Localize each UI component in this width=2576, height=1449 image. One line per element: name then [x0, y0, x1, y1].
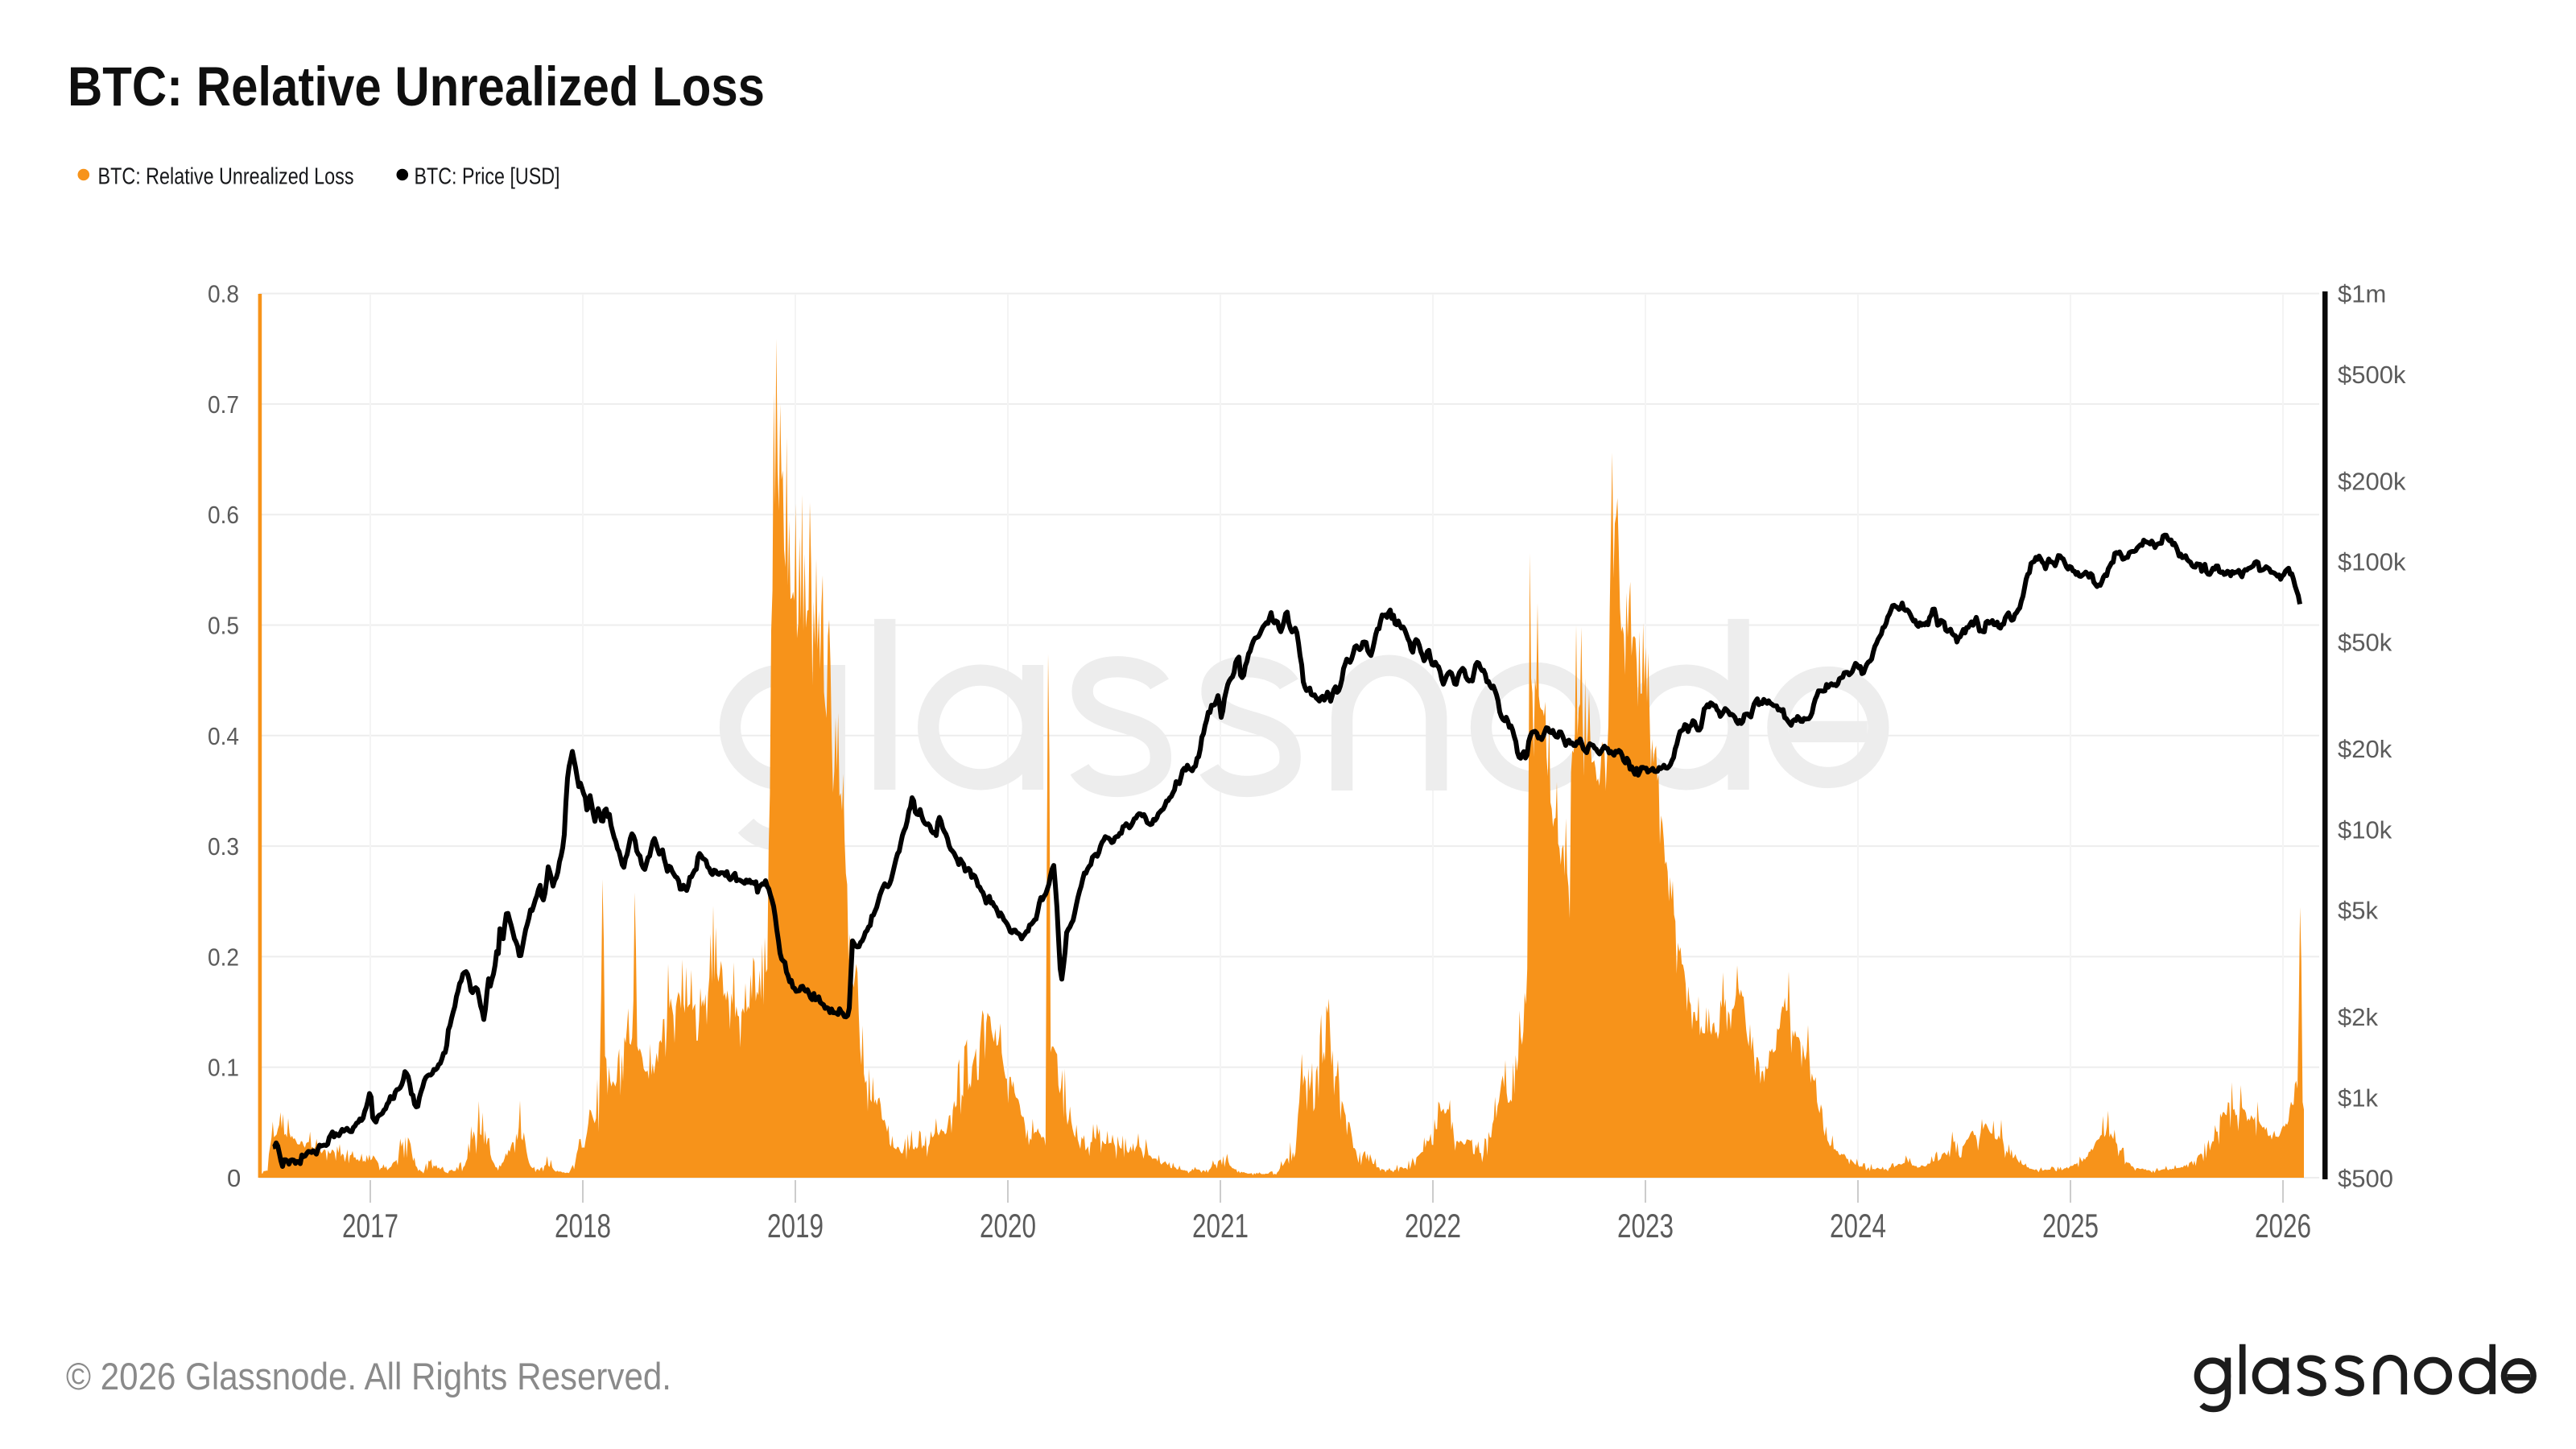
svg-text:0.4: 0.4: [208, 722, 239, 750]
svg-text:2018: 2018: [555, 1207, 611, 1245]
svg-text:2022: 2022: [1405, 1207, 1461, 1245]
svg-text:2019: 2019: [767, 1207, 824, 1245]
svg-text:BTC: Price [USD]: BTC: Price [USD]: [415, 164, 560, 190]
svg-text:BTC: Relative Unrealized Loss: BTC: Relative Unrealized Loss: [98, 164, 354, 190]
svg-text:0.1: 0.1: [208, 1054, 239, 1082]
svg-text:0: 0: [227, 1164, 241, 1192]
svg-text:0.7: 0.7: [208, 390, 239, 419]
svg-text:$10k: $10k: [2338, 815, 2392, 844]
svg-text:$20k: $20k: [2338, 735, 2392, 763]
svg-text:$2k: $2k: [2338, 1003, 2378, 1031]
svg-text:0.5: 0.5: [208, 612, 239, 640]
svg-text:$500k: $500k: [2338, 361, 2406, 389]
svg-text:$100k: $100k: [2338, 548, 2406, 576]
svg-text:$200k: $200k: [2338, 467, 2406, 495]
svg-text:$500: $500: [2338, 1165, 2393, 1193]
svg-text:$5k: $5k: [2338, 897, 2378, 925]
svg-text:2023: 2023: [1617, 1207, 1674, 1245]
svg-text:$1k: $1k: [2338, 1084, 2378, 1112]
svg-text:© 2026 Glassnode. All Rights R: © 2026 Glassnode. All Rights Reserved.: [66, 1355, 671, 1397]
svg-text:2020: 2020: [980, 1207, 1036, 1245]
svg-text:2024: 2024: [1830, 1207, 1886, 1245]
svg-text:2021: 2021: [1192, 1207, 1249, 1245]
svg-text:0.2: 0.2: [208, 943, 239, 971]
svg-text:2017: 2017: [342, 1207, 398, 1245]
svg-text:2026: 2026: [2255, 1207, 2311, 1245]
svg-text:0.6: 0.6: [208, 501, 239, 529]
svg-text:BTC: Relative Unrealized Loss: BTC: Relative Unrealized Loss: [68, 56, 765, 118]
svg-text:0.3: 0.3: [208, 832, 239, 861]
svg-text:2025: 2025: [2042, 1207, 2099, 1245]
svg-text:$50k: $50k: [2338, 629, 2392, 657]
svg-text:0.8: 0.8: [208, 280, 239, 308]
svg-text:$1m: $1m: [2338, 280, 2386, 308]
